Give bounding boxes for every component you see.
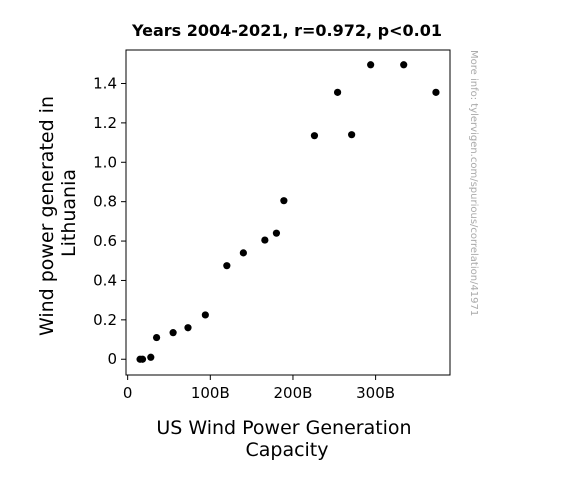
y-tick-label: 1.4 — [93, 74, 117, 92]
y-tick-label: 0.6 — [93, 232, 117, 250]
watermark-text: More info: tylervigen.com/spurious/corre… — [468, 50, 479, 316]
y-axis-label-line-2: Lithuania — [58, 169, 80, 257]
data-point — [310, 132, 319, 140]
y-axis-label-line-1: Wind power generated in — [36, 96, 58, 336]
data-point — [239, 249, 247, 257]
chart-title: Years 2004-2021, r=0.972, p<0.01 — [131, 21, 442, 40]
data-point — [333, 88, 342, 96]
data-point — [201, 311, 209, 319]
x-axis-label-line-1: US Wind Power Generation — [156, 417, 411, 439]
plot-area — [125, 49, 451, 376]
y-axis: 0 0.2 0.4 0.6 0.8 1.0 1.2 1.4 — [93, 74, 126, 368]
data-point — [223, 262, 231, 270]
y-tick-label: 0.2 — [93, 311, 117, 329]
y-tick-label: 0.4 — [93, 271, 117, 289]
x-axis: 0 100B 200B 300B — [123, 375, 395, 402]
y-axis-label: Wind power generated in Lithuania — [36, 90, 80, 336]
data-point — [184, 324, 192, 332]
y-tick-label: 1.2 — [93, 114, 117, 132]
x-tick-label: 0 — [123, 384, 133, 402]
x-axis-label: US Wind Power Generation Capacity — [156, 417, 417, 461]
data-point — [272, 229, 281, 237]
data-point — [138, 355, 147, 363]
y-tick-label: 0 — [107, 350, 117, 368]
data-point — [152, 333, 161, 342]
x-tick-label: 200B — [273, 384, 312, 402]
data-point — [280, 197, 288, 205]
data-point — [261, 236, 269, 244]
data-point — [169, 329, 177, 337]
data-point — [147, 353, 155, 361]
y-tick-label: 0.8 — [93, 193, 117, 211]
data-point — [400, 61, 408, 69]
data-point — [367, 61, 375, 69]
data-point — [432, 88, 440, 96]
y-tick-label: 1.0 — [93, 153, 117, 171]
x-tick-label: 100B — [191, 384, 230, 402]
x-axis-label-line-2: Capacity — [245, 439, 328, 461]
x-tick-label: 300B — [356, 384, 395, 402]
data-points — [136, 61, 440, 363]
data-point — [348, 131, 356, 139]
